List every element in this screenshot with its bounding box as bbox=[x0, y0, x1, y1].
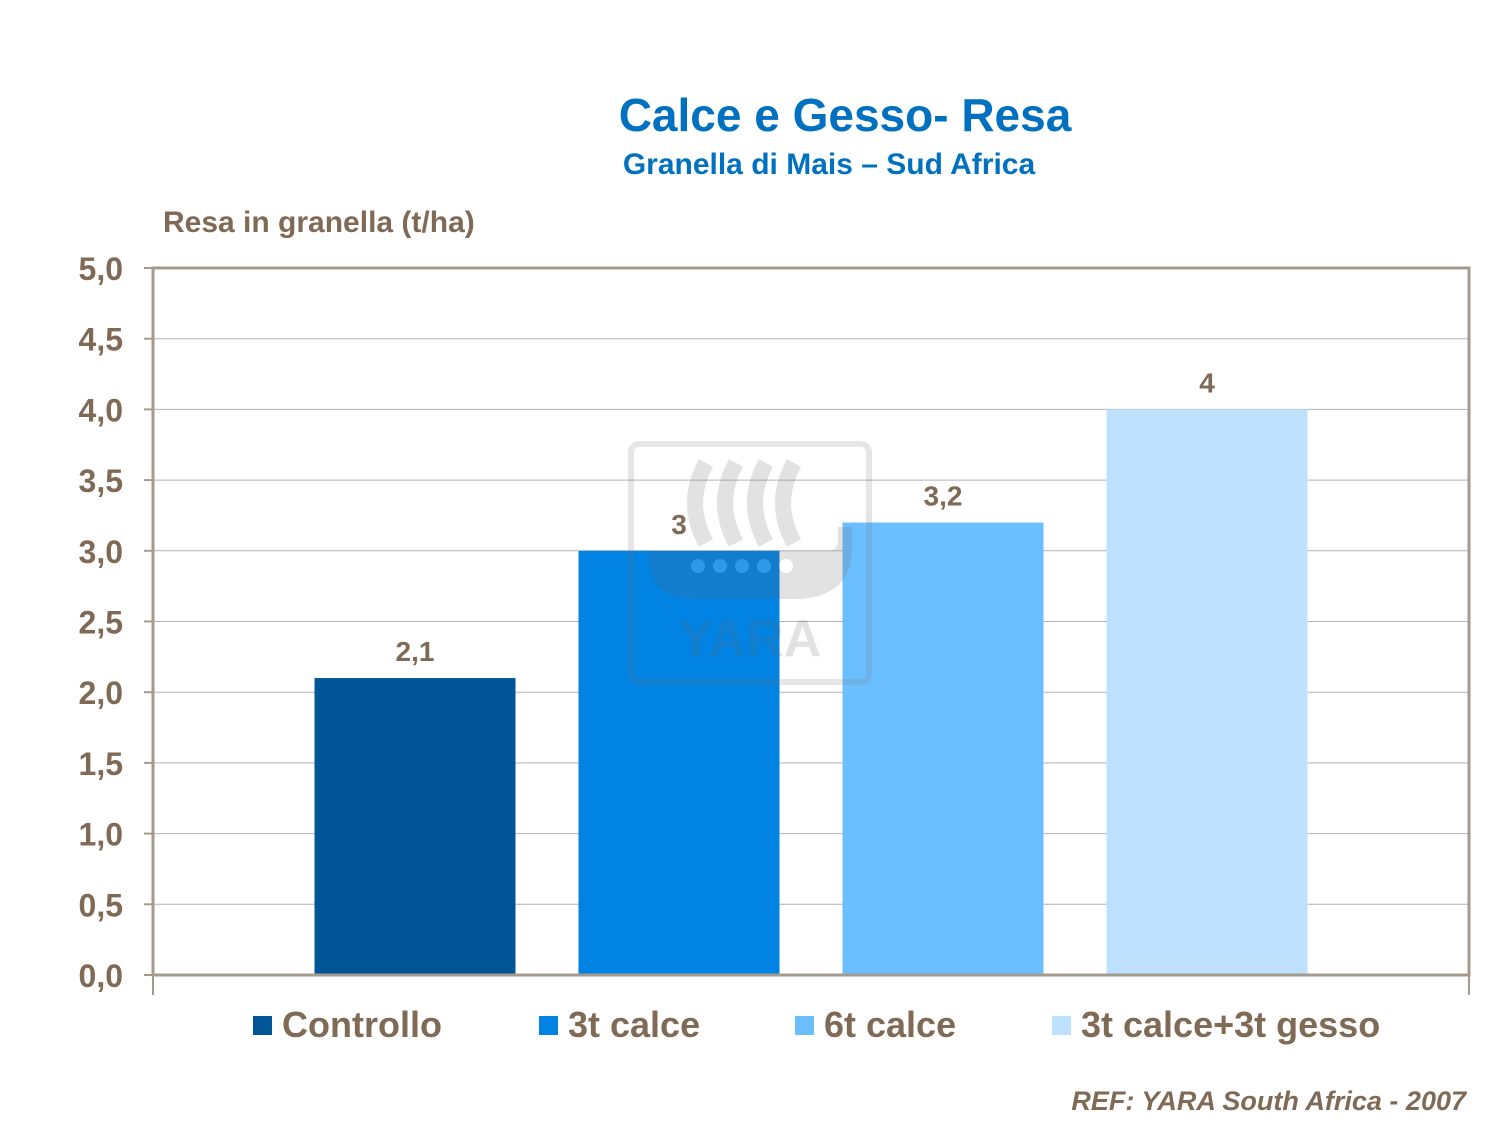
y-tick-label: 2,5 bbox=[79, 605, 123, 641]
legend-swatch bbox=[1052, 1015, 1071, 1035]
y-tick-label: 3,0 bbox=[79, 534, 123, 570]
y-tick-label: 5,0 bbox=[79, 251, 123, 287]
legend-label: 3t calce bbox=[568, 1004, 701, 1045]
chart-legend: Controllo 3t calce 6t calce 3t calce+3t ges… bbox=[0, 1004, 1500, 1048]
y-tick-label: 1,0 bbox=[79, 817, 123, 853]
chart-subtitle: Granella di Mais – Sud Africa bbox=[622, 148, 1036, 181]
legend-label: 3t calce+3t gesso bbox=[1081, 1004, 1381, 1045]
legend-item: 3t calce+3t gesso bbox=[1052, 1004, 1380, 1046]
legend-swatch bbox=[539, 1015, 558, 1035]
legend-label: 6t calce bbox=[824, 1004, 957, 1045]
legend-swatch bbox=[253, 1015, 272, 1035]
watermark-text: YARA bbox=[679, 610, 822, 668]
y-tick-label: 2,0 bbox=[79, 675, 123, 711]
bar-6t-calce bbox=[842, 522, 1044, 974]
bar-controllo bbox=[314, 678, 516, 974]
chart-title: Calce e Gesso- Resa bbox=[618, 89, 1072, 141]
data-label: 3,2 bbox=[924, 481, 963, 512]
data-label: 2,1 bbox=[396, 636, 435, 667]
legend-swatch bbox=[795, 1015, 814, 1035]
y-tick-label: 1,5 bbox=[79, 746, 123, 782]
legend-label: Controllo bbox=[282, 1004, 442, 1045]
legend-item: 6t calce bbox=[795, 1004, 956, 1046]
data-label: 4 bbox=[1199, 367, 1215, 398]
legend-item: Controllo bbox=[253, 1004, 442, 1046]
source-note: REF: YARA South Africa - 2007 bbox=[1071, 1086, 1466, 1116]
legend-item: 3t calce bbox=[539, 1004, 700, 1046]
y-tick-label: 4,0 bbox=[79, 392, 123, 428]
y-axis-label: Resa in granella (t/ha) bbox=[163, 206, 475, 239]
data-label: 3 bbox=[671, 509, 687, 540]
y-tick-label: 0,5 bbox=[79, 887, 123, 923]
bar-3t-calce bbox=[578, 550, 780, 974]
y-tick-label: 0,0 bbox=[79, 958, 123, 994]
bar-3t-calce-3t-gesso bbox=[1106, 409, 1308, 974]
y-tick-label: 4,5 bbox=[79, 322, 123, 358]
yara-logo-watermark: YARA bbox=[628, 441, 872, 690]
y-tick-label: 3,5 bbox=[79, 463, 123, 499]
